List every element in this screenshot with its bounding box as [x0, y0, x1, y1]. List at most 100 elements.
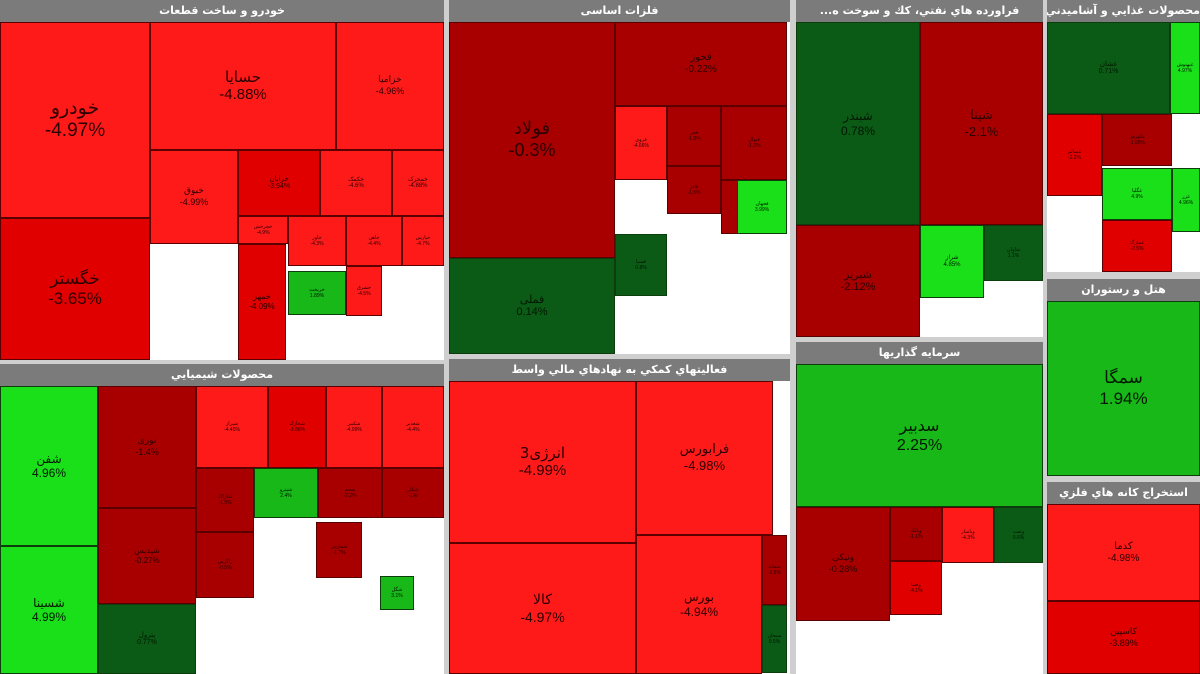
sector-panel-finance: فعاليتهاي كمكي به نهادهاي مالي واسط انرژی… — [449, 359, 790, 674]
treemap-tile[interactable]: فسپا 0.8% — [615, 234, 667, 296]
tile-change: 4.99% — [31, 610, 67, 624]
treemap-tile[interactable]: شکلر -1% — [382, 468, 444, 518]
tile-change: -3.94% — [267, 183, 291, 190]
treemap-tile[interactable]: شپنا -2.1% — [920, 22, 1043, 225]
tile-symbol: شاراک — [218, 494, 232, 500]
tile-symbol: شپنا — [970, 107, 993, 123]
treemap-tile[interactable]: شبریز -2.12% — [796, 225, 920, 337]
tile-symbol: ونیکی — [831, 553, 855, 564]
treemap-tile[interactable]: کالا -4.97% — [449, 543, 636, 674]
treemap-tile[interactable]: غسالم -3.2% — [1047, 114, 1102, 196]
treemap-tile[interactable]: شفن 4.96% — [0, 386, 98, 546]
treemap-tile[interactable]: خکمک -4.6% — [320, 150, 392, 216]
treemap-tile[interactable]: پترول 0.77% — [98, 604, 196, 674]
sector-tiles: خودرو -4.97% حسایا -4.88% خزامیا -4.96% خگستر -… — [0, 22, 444, 360]
sector-title: فلزات اساسی — [449, 0, 790, 22]
treemap-tile[interactable]: انرژی3 -4.99% — [449, 381, 636, 543]
sector-tiles: شفن 4.96% شسینا 4.99% پترول 0.77% نوری -1.4% شپد… — [0, 386, 444, 674]
treemap-tile[interactable]: سمگا 1.94% — [1047, 301, 1200, 476]
tile-symbol: غکورش — [1128, 134, 1146, 140]
treemap-tile[interactable]: غکورش -1.99% — [1102, 114, 1172, 166]
tile-symbol: شکلر — [407, 487, 419, 493]
tile-change: -1% — [408, 493, 418, 499]
treemap-tile[interactable]: خزامیا -4.96% — [336, 22, 444, 150]
tile-change: 0.5% — [768, 639, 781, 645]
treemap-tile[interactable]: غمارگ -2.5% — [1102, 220, 1172, 272]
tile-symbol: فولاد — [513, 118, 551, 140]
sector-tiles: غشان 0.71% غسالم -3.2% غکورش -1.99% غبهنوش 4.97… — [1047, 22, 1200, 272]
tile-change: 0.77% — [137, 639, 157, 646]
tile-change: 0.6% — [1012, 535, 1025, 541]
treemap-tile[interactable]: کاسپین -3.89% — [1047, 601, 1200, 674]
treemap-tile[interactable]: غشان 0.71% — [1047, 22, 1170, 114]
treemap-tile[interactable]: فروی -4.66% — [615, 106, 667, 180]
tile-change: -4.9% — [256, 230, 270, 236]
treemap-tile[interactable]: نوری -1.4% — [98, 386, 196, 508]
treemap-tile[interactable]: خمحرک -4.88% — [392, 150, 444, 216]
tile-change: -1.2% — [747, 143, 761, 149]
treemap-tile[interactable]: شخارک -3.86% — [268, 386, 326, 468]
treemap-tile[interactable]: خپارس -4.7% — [402, 216, 444, 266]
tile-symbol: وصنا — [911, 582, 921, 588]
tile-symbol: خمهر — [253, 292, 271, 302]
tile-symbol: فنوال — [748, 137, 760, 143]
treemap-tile[interactable]: سبحان 0.5% — [762, 605, 787, 673]
treemap-tile[interactable]: وصنا -4.1% — [890, 561, 942, 615]
treemap-tile[interactable]: بورس -4.94% — [636, 535, 762, 674]
treemap-tile[interactable]: خشرق -4.5% — [346, 266, 382, 316]
tile-change: -1.99% — [1129, 140, 1145, 146]
treemap-tile[interactable]: فرابورس -4.98% — [636, 381, 773, 535]
treemap-tile[interactable]: وبانک -1.1% — [890, 507, 942, 561]
treemap-tile[interactable]: فولاد -0.3% — [449, 22, 615, 258]
treemap-tile[interactable]: شاوان 1.1% — [984, 225, 1043, 281]
treemap-tile[interactable]: شراز 4.85% — [920, 225, 984, 298]
treemap-tile[interactable]: غبهنوش 4.97% — [1170, 22, 1200, 114]
treemap-tile[interactable]: فجر -1.8% — [667, 106, 721, 166]
tile-change: 2.4% — [280, 493, 292, 499]
treemap-tile[interactable]: حسایا -4.88% — [150, 22, 336, 150]
treemap-tile[interactable]: خاور -4.3% — [288, 216, 346, 266]
treemap-tile[interactable]: فنوال -1.2% — [721, 106, 787, 180]
treemap-tile[interactable]: خبوق -4.99% — [150, 150, 238, 244]
treemap-tile[interactable]: فجهان 3.99% — [737, 180, 787, 234]
treemap-tile[interactable]: شیراز -4.45% — [196, 386, 268, 468]
sector-title: خودرو و ساخت قطعات — [0, 0, 444, 22]
tile-change: -4.98% — [683, 458, 726, 473]
tile-change: -2.1% — [964, 123, 999, 139]
tile-change: 1.94% — [1099, 388, 1148, 408]
treemap-tile[interactable]: غگلپا 4.9% — [1102, 168, 1172, 220]
sector-title: محصولات شيميايي — [0, 364, 444, 386]
treemap-tile[interactable]: سدبیر 2.25% — [796, 364, 1043, 507]
treemap-tile[interactable]: خاهن -4.4% — [346, 216, 402, 266]
tile-change: -4.4% — [367, 241, 381, 247]
treemap-tile[interactable]: شفارس -1.7% — [316, 522, 362, 578]
treemap-tile[interactable]: خرابان -3.94% — [238, 150, 320, 216]
treemap-tile[interactable]: شگل 3.1% — [380, 576, 414, 610]
tile-symbol: فجهان — [755, 201, 769, 207]
treemap-tile[interactable]: فاذر -1.5% — [667, 166, 721, 214]
treemap-tile[interactable]: فملی 0.14% — [449, 258, 615, 354]
treemap-tile[interactable]: شسینا 4.99% — [0, 546, 98, 674]
treemap-tile[interactable]: خچرخش -4.9% — [238, 216, 288, 244]
treemap-tile[interactable]: شجم -2.2% — [318, 468, 382, 518]
treemap-tile[interactable]: فخوز -0.22% — [615, 22, 787, 106]
tile-symbol: خپارس — [415, 235, 431, 241]
treemap-tile[interactable]: شغدیر -4.4% — [382, 386, 444, 468]
treemap-tile[interactable]: شاراک -1.9% — [196, 468, 254, 532]
treemap-tile[interactable]: شپدیس -0.27% — [98, 508, 196, 604]
treemap-tile[interactable]: ونفت 0.6% — [994, 507, 1043, 563]
treemap-tile[interactable]: غزر 4.96% — [1172, 168, 1200, 232]
treemap-tile[interactable]: وپاسار -4.3% — [942, 507, 994, 563]
treemap-tile[interactable]: شبندر 0.78% — [796, 22, 920, 225]
treemap-tile[interactable]: شکبیر -4.99% — [326, 386, 382, 468]
treemap-tile[interactable]: خمهر -4.09% — [238, 244, 286, 360]
treemap-tile[interactable]: خودرو -4.97% — [0, 22, 150, 218]
tile-change: -2.2% — [343, 493, 357, 499]
treemap-tile[interactable]: سماند -1.5% — [762, 535, 787, 605]
treemap-tile[interactable]: شپترو 2.4% — [254, 468, 318, 518]
treemap-tile[interactable]: زاگرس -0.5% — [196, 532, 254, 598]
treemap-tile[interactable]: خریخت 1.89% — [288, 271, 346, 315]
treemap-tile[interactable]: کدما -4.98% — [1047, 504, 1200, 601]
treemap-tile[interactable]: ونیکی -0.28% — [796, 507, 890, 621]
treemap-tile[interactable]: خگستر -3.65% — [0, 218, 150, 360]
